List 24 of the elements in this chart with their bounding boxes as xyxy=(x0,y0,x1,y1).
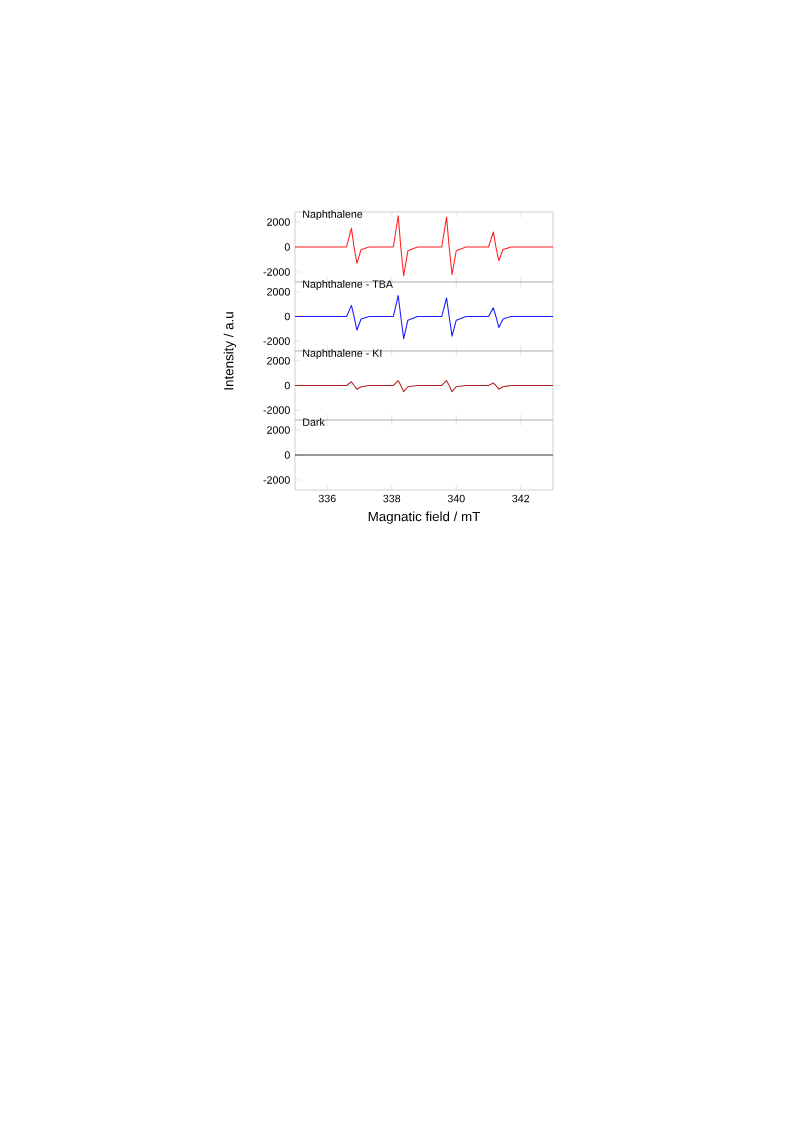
chart-title: Naphthalene - TBA xyxy=(303,280,393,291)
y-tick-label: -2000 xyxy=(263,476,290,484)
line-series xyxy=(295,380,553,393)
line-series xyxy=(295,295,553,340)
chart-title: Dark xyxy=(303,418,325,426)
x-tick-label: 336 xyxy=(318,494,336,503)
y-tick-label: 0 xyxy=(284,243,290,251)
y-tick-label: 2000 xyxy=(267,218,290,226)
y-tick-label: 0 xyxy=(284,451,290,459)
chart-title: Naphthalene - KI xyxy=(303,349,382,360)
x-tick-label: 342 xyxy=(512,494,530,503)
y-tick-label: 0 xyxy=(284,312,290,321)
x-axis-title: Magnatic field / mT xyxy=(368,511,480,524)
x-tick-label: 340 xyxy=(447,494,465,503)
y-tick-label: 2000 xyxy=(267,426,290,434)
y-tick-label: 0 xyxy=(284,381,290,390)
chart-title: Naphthalene xyxy=(303,210,363,221)
y-tick-label: -2000 xyxy=(263,337,290,345)
y-axis-title: Intensity / a.u xyxy=(223,312,237,390)
y-tick-label: -2000 xyxy=(263,268,290,276)
y-tick-label: 2000 xyxy=(267,357,290,365)
y-tick-label: -2000 xyxy=(263,406,290,414)
y-tick-label: 2000 xyxy=(267,288,290,296)
x-tick-label: 338 xyxy=(383,494,401,503)
